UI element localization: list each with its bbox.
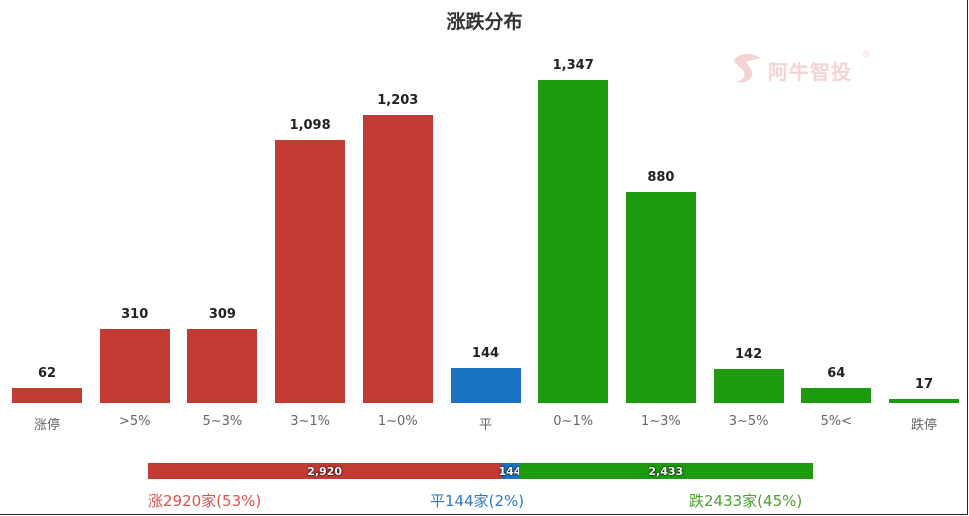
bar-group: 1,098 3~1% (263, 0, 357, 440)
bar-value-label: 309 (208, 306, 236, 322)
bar-value-label: 62 (37, 366, 57, 382)
bar-value-label: 880 (647, 169, 675, 185)
bar[interactable] (713, 368, 784, 403)
bar-value-label: 142 (735, 346, 763, 362)
bar[interactable] (362, 114, 433, 403)
legend-flat: 平144家(2%) (430, 492, 525, 510)
category-label: 涨停 (33, 418, 60, 433)
bar-group: 64 5%< (789, 0, 883, 440)
bar-value-label: 144 (471, 346, 500, 362)
category-label: 平 (478, 418, 492, 433)
bar[interactable] (450, 368, 521, 403)
bar-chart: 62 涨停 310 >5% 309 5~3% 1,098 3~1% 1,203 1~0% 144 平 1… (0, 0, 969, 440)
chart-title: 涨跌分布 (446, 11, 523, 33)
bar-group: 309 5~3% (175, 0, 269, 440)
bar[interactable] (99, 328, 170, 403)
bar-value-label: 1,098 (289, 117, 331, 133)
registered-mark: ® (862, 50, 870, 59)
bar-group: 1,203 1~0% (351, 0, 445, 440)
bar-group: 310 >5% (88, 0, 182, 440)
summary-segment[interactable]: 144 (498, 463, 522, 479)
summary-segment[interactable]: 2,920 (148, 463, 502, 479)
category-label: 5%< (820, 414, 853, 429)
bar[interactable] (12, 388, 82, 403)
watermark-logo: 阿牛智投 ® (730, 50, 870, 88)
bar-group: 880 1~3% (614, 0, 708, 440)
bar-value-label: 64 (827, 365, 846, 381)
category-label: 1~3% (640, 414, 681, 429)
bar-value-label: 310 (121, 306, 149, 322)
bar-group: 62 涨停 (0, 0, 94, 440)
category-label: 0~1% (553, 414, 594, 429)
category-label: 3~1% (290, 414, 330, 429)
bar-value-label: 1,347 (552, 58, 594, 73)
bar-group: 142 3~5% (702, 0, 796, 440)
category-label: 跌停 (910, 418, 937, 433)
bar-group: 17 跌停 (877, 0, 969, 440)
bar-group: 1,347 0~1% (526, 0, 620, 440)
bar[interactable] (801, 387, 872, 403)
category-label: 3~5% (728, 414, 769, 429)
bar-value-label: 17 (914, 376, 934, 392)
bar[interactable] (187, 328, 258, 403)
bull-logo-icon (734, 53, 760, 83)
category-label: 1~0% (377, 414, 418, 429)
bar-group: 144 平 (439, 0, 533, 440)
bar[interactable] (889, 398, 959, 403)
bar-value-label: 1,203 (377, 92, 419, 108)
category-label: >5% (118, 414, 151, 429)
bar[interactable] (625, 191, 696, 403)
legend-down: 跌2433家(45%) (689, 492, 803, 510)
bar[interactable] (275, 139, 346, 403)
summary-segment[interactable]: 2,433 (518, 463, 813, 479)
bar[interactable] (538, 80, 609, 403)
category-label: 5~3% (202, 414, 243, 429)
legend-up: 涨2920家(53%) (148, 492, 262, 510)
summary-stacked-bar: 2,920 144 2,433 (148, 463, 813, 479)
watermark-text: 阿牛智投 (768, 60, 852, 84)
